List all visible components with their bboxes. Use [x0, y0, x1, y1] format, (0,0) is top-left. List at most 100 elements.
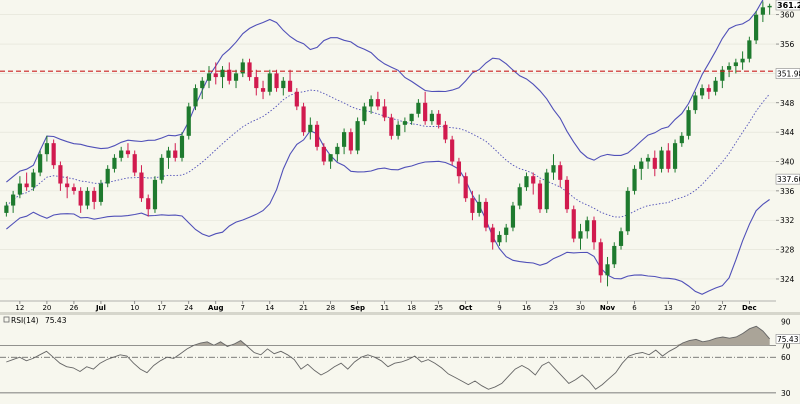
candle-body	[274, 73, 279, 89]
candle	[754, 11, 759, 45]
candlestick-series	[4, 1, 772, 287]
candle	[382, 99, 387, 122]
candle	[287, 69, 293, 92]
candle-body	[31, 172, 36, 188]
candle-body	[314, 124, 320, 147]
candle-body	[747, 40, 752, 59]
candle	[409, 113, 414, 125]
candle	[342, 128, 347, 155]
candle-body	[497, 234, 502, 243]
candle-body	[618, 231, 624, 246]
candle-body	[727, 66, 732, 70]
candle	[551, 154, 556, 180]
candle	[375, 91, 380, 111]
candle	[632, 165, 637, 195]
price-tick-label: 356	[780, 40, 795, 49]
price-tick-label: 348	[780, 99, 795, 108]
date-tick-label: 26	[69, 304, 78, 312]
date-tick-label: 24	[184, 304, 193, 312]
candle	[645, 154, 651, 169]
candle	[38, 150, 43, 177]
candle	[531, 172, 536, 195]
candle-body	[402, 121, 407, 125]
candle	[578, 223, 583, 250]
candle	[672, 139, 678, 173]
candle-body	[152, 179, 158, 210]
candle	[443, 121, 448, 144]
upper-band	[6, 0, 764, 183]
candle	[517, 183, 522, 210]
candle-body	[423, 102, 428, 122]
candle	[132, 150, 137, 177]
candle	[65, 176, 70, 199]
candle-body	[699, 88, 705, 96]
candle-body	[517, 187, 522, 206]
candle-body	[240, 62, 245, 74]
candle	[537, 179, 543, 213]
candle	[477, 194, 482, 217]
rsi-value-tag-label: 75.43	[777, 335, 799, 344]
candle	[301, 102, 306, 136]
date-tick-label: 14	[265, 304, 274, 312]
price-tick-label: 360	[780, 11, 795, 20]
date-tick-label: 10	[130, 304, 139, 312]
rsi-value-tag: 75.43	[775, 334, 800, 344]
candle-body	[585, 220, 590, 232]
bollinger-bands	[6, 0, 770, 295]
candle	[233, 69, 239, 89]
candle	[436, 110, 441, 129]
candle-body	[342, 132, 347, 147]
candle-body	[362, 106, 367, 122]
candle	[456, 157, 462, 184]
candle-body	[733, 62, 738, 67]
candle	[639, 157, 644, 180]
candle-body	[544, 172, 549, 210]
candle	[450, 135, 455, 166]
candle-body	[477, 201, 482, 213]
candle-body	[591, 220, 597, 243]
rsi-value-label: 75.43	[45, 316, 67, 325]
candle	[504, 223, 509, 243]
candle	[767, 3, 772, 15]
candle	[483, 198, 489, 232]
candle-body	[760, 7, 765, 15]
candle	[605, 256, 610, 287]
candle	[193, 84, 198, 111]
price-tick-label: 324	[780, 275, 795, 284]
candle	[666, 143, 671, 173]
candle	[166, 146, 171, 169]
date-tick-label: 18	[407, 304, 416, 312]
candle	[470, 190, 475, 221]
candle	[402, 117, 407, 133]
candle	[585, 216, 590, 239]
candle-body	[558, 165, 563, 180]
candle	[220, 66, 225, 89]
date-tick-label: 21	[299, 304, 308, 312]
candle	[625, 187, 630, 235]
candle-body	[564, 179, 570, 210]
candle	[112, 154, 117, 173]
candle-body	[456, 161, 462, 177]
candle-body	[348, 132, 353, 151]
candle-body	[44, 143, 49, 155]
candle-body	[220, 69, 225, 78]
date-tick-label: 30	[576, 304, 585, 312]
candle	[713, 77, 718, 96]
candle-body	[396, 124, 401, 136]
candle	[98, 179, 104, 206]
date-axis-background	[0, 301, 776, 312]
candle-body	[537, 183, 543, 210]
candle-body	[119, 150, 124, 158]
candle-body	[645, 157, 651, 162]
panel-separator	[0, 312, 800, 315]
candle-body	[260, 88, 266, 92]
candle-body	[389, 117, 394, 136]
candle-body	[328, 154, 333, 162]
candle-body	[483, 201, 489, 228]
candle	[260, 80, 266, 100]
rsi-axis: 30 60 70 90	[781, 318, 791, 398]
candle	[92, 187, 97, 210]
candle-body	[92, 190, 97, 202]
candle-body	[247, 62, 252, 78]
